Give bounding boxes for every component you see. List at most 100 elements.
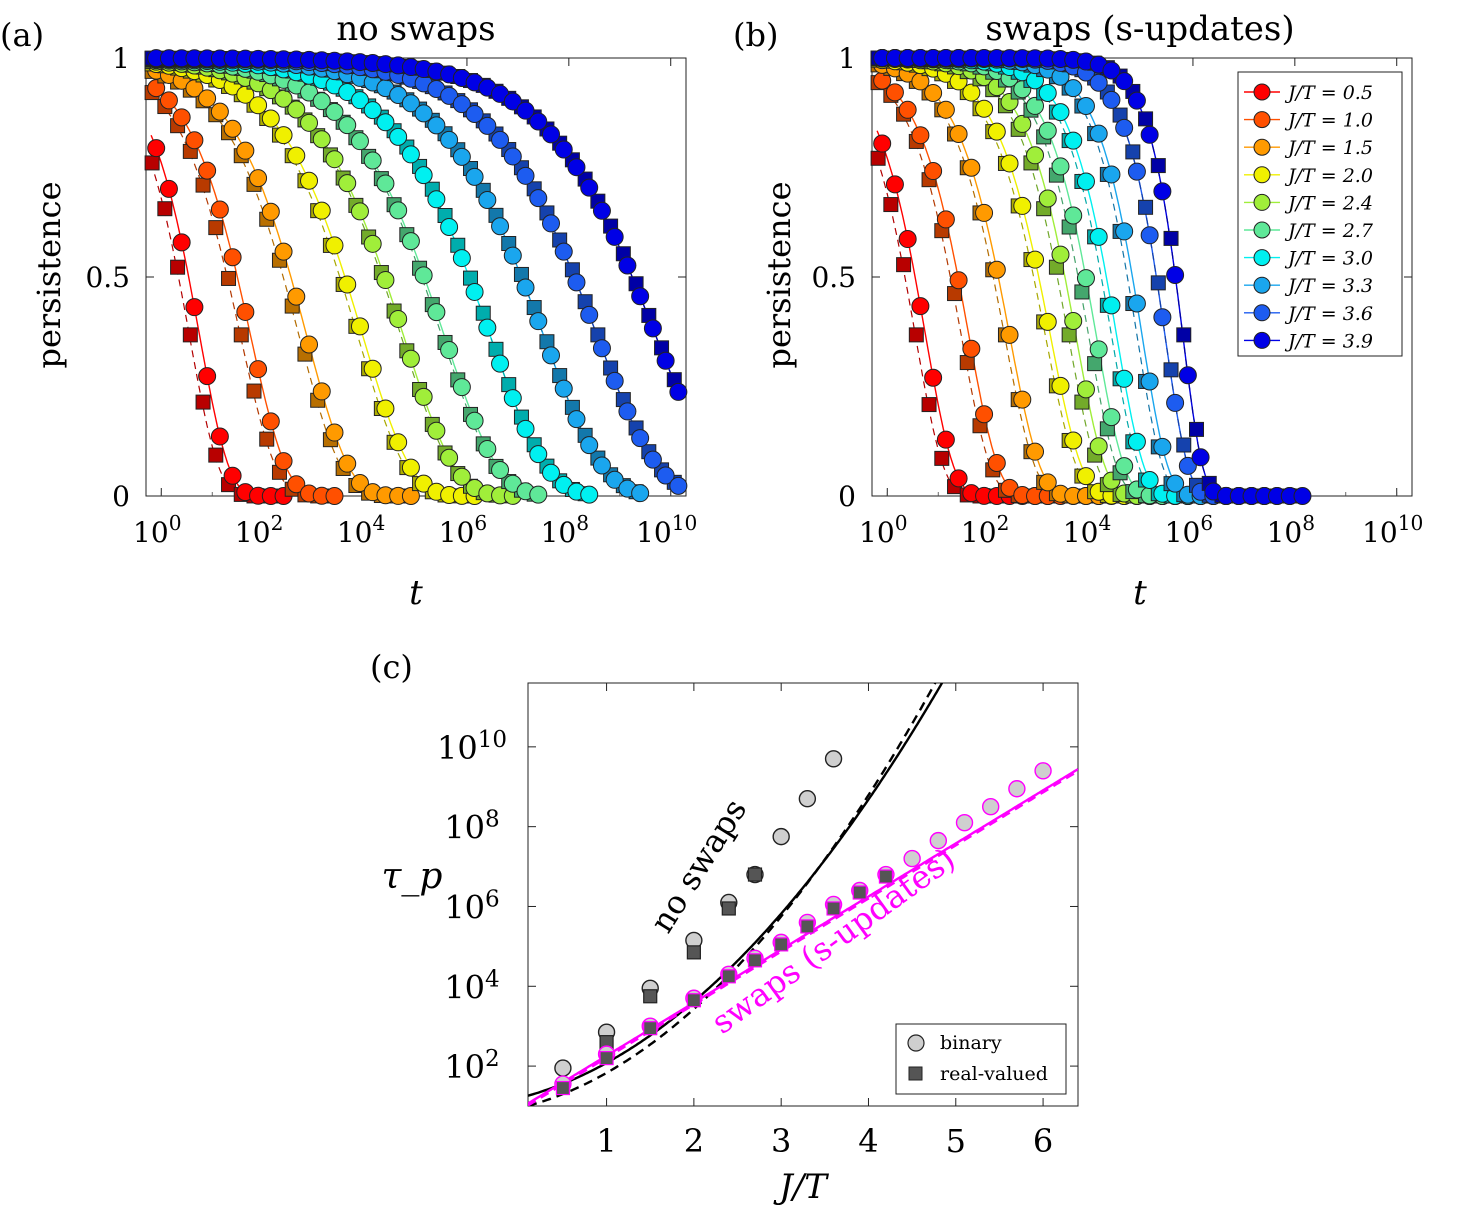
data-circle xyxy=(440,341,459,360)
data-circle xyxy=(1013,114,1032,133)
data-circle xyxy=(772,827,790,846)
data-circle xyxy=(363,359,382,378)
data-square xyxy=(488,341,504,357)
data-circle xyxy=(1166,393,1185,412)
data-square xyxy=(721,969,736,984)
x-tick-label: 106 xyxy=(1165,511,1213,549)
data-circle xyxy=(1102,165,1121,184)
data-square xyxy=(157,201,173,217)
data-square xyxy=(643,989,658,1004)
data-circle xyxy=(198,367,217,386)
data-circle xyxy=(1038,83,1057,102)
data-square xyxy=(208,220,224,236)
data-circle xyxy=(491,217,510,236)
data-circle xyxy=(1051,376,1070,395)
data-circle xyxy=(401,486,420,505)
data-circle xyxy=(1153,437,1172,456)
data-circle xyxy=(363,101,382,120)
data-circle xyxy=(656,351,675,370)
data-circle xyxy=(465,411,484,430)
data-circle xyxy=(911,126,930,145)
data-circle xyxy=(1127,432,1146,451)
data-circle xyxy=(1293,487,1312,505)
data-circle xyxy=(529,445,548,464)
data-circle xyxy=(1089,340,1108,359)
y-tick-label: 1 xyxy=(838,42,856,75)
panel-a-title: no swaps xyxy=(336,9,495,49)
data-circle xyxy=(618,402,637,421)
data-circle xyxy=(389,127,408,146)
data-circle xyxy=(949,469,968,488)
data-square xyxy=(1163,362,1179,378)
data-square xyxy=(1150,158,1166,174)
data-circle xyxy=(643,319,662,338)
data-circle xyxy=(172,108,191,127)
data-circle xyxy=(516,278,535,297)
data-square xyxy=(721,901,736,916)
data-square xyxy=(195,394,211,410)
data-circle xyxy=(987,260,1006,279)
fit-dashed xyxy=(528,770,1078,1106)
data-circle xyxy=(465,104,484,123)
y-tick-label: 108 xyxy=(444,807,499,847)
legend-item-binary: binary xyxy=(907,1032,1002,1054)
data-circle xyxy=(1064,79,1083,98)
series-1.5 xyxy=(870,55,1146,505)
data-circle xyxy=(580,178,599,197)
data-circle xyxy=(198,161,217,180)
data-circle xyxy=(955,813,974,832)
data-circle xyxy=(465,167,484,186)
data-circle xyxy=(936,210,955,229)
data-circle xyxy=(1089,73,1108,92)
data-square xyxy=(1138,111,1154,127)
data-circle xyxy=(389,309,408,328)
series-1.5 xyxy=(144,61,420,505)
data-circle xyxy=(924,368,943,387)
legend-label: binary xyxy=(940,1032,1002,1054)
data-circle xyxy=(287,287,306,306)
data-circle xyxy=(287,475,306,494)
data-circle xyxy=(567,158,586,177)
fit-solid xyxy=(528,768,1078,1105)
data-circle xyxy=(1153,182,1172,201)
data-circle xyxy=(312,382,331,401)
panel-c-ylabel: τ_p xyxy=(382,856,443,897)
series-3.9 xyxy=(870,49,1312,505)
x-tick-label: 1010 xyxy=(1362,511,1423,549)
data-circle xyxy=(631,287,650,306)
legend-marker xyxy=(1253,166,1271,184)
series xyxy=(555,869,894,1096)
legend-label: J/T = 3.9 xyxy=(1284,330,1373,352)
data-circle xyxy=(452,467,471,486)
data-circle xyxy=(427,190,446,209)
data-circle xyxy=(1102,296,1121,315)
data-circle xyxy=(962,339,981,358)
data-circle xyxy=(452,147,471,166)
data-circle xyxy=(274,89,293,108)
panel-b-xlabel: t xyxy=(1133,573,1147,613)
legend-label: J/T = 1.0 xyxy=(1284,110,1373,132)
data-circle xyxy=(1115,457,1134,476)
data-circle xyxy=(312,92,331,111)
data-circle xyxy=(949,124,968,143)
data-circle xyxy=(389,201,408,220)
panel-c-plot-area: 1 2 3 4 5 6 102 104 106 108 1010 xyxy=(437,682,1079,1160)
legend-label: J/T = 3.0 xyxy=(1284,248,1373,270)
annotation-no-swaps: no swaps xyxy=(643,792,755,939)
data-circle xyxy=(1026,96,1045,115)
data-circle xyxy=(798,790,817,808)
data-square xyxy=(747,867,763,882)
data-square xyxy=(233,327,249,343)
data-circle xyxy=(440,86,459,105)
legend-marker xyxy=(1253,193,1271,211)
panel-a-xlabel: t xyxy=(409,573,423,613)
data-circle xyxy=(936,430,955,449)
data-circle xyxy=(987,453,1006,472)
legend-label: J/T = 0.5 xyxy=(1284,82,1373,104)
data-circle xyxy=(975,203,994,222)
legend-marker xyxy=(1253,83,1271,101)
data-square xyxy=(643,1021,658,1036)
series-0.5 xyxy=(144,134,293,505)
x-tick-label: 108 xyxy=(1267,511,1315,549)
data-circle xyxy=(1166,265,1185,284)
